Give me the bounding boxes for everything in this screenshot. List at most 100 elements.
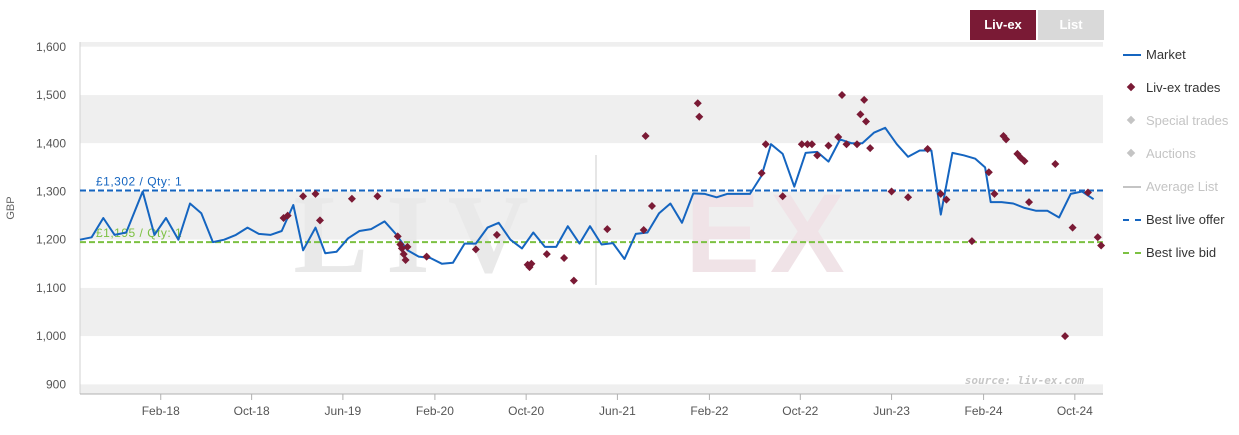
dashed-line-icon [1122, 213, 1142, 227]
y-tick-label: 1,500 [36, 88, 66, 102]
trade-point [1020, 157, 1029, 166]
legend-item-livex-trades[interactable]: Liv-ex trades [1122, 71, 1237, 104]
trade-point [797, 140, 806, 149]
legend-item-special-trades[interactable]: Special trades [1122, 104, 1237, 137]
trade-point [824, 141, 833, 150]
trade-point [887, 187, 896, 196]
legend-label: Market [1146, 47, 1186, 62]
livex-watermark: LIV EX [293, 155, 854, 297]
y-tick-label: 1,100 [36, 281, 66, 295]
trade-point [647, 201, 656, 210]
trade-point [347, 194, 356, 203]
line-icon [1122, 180, 1142, 194]
reference-lines: £1,302 / Qty: 1 £1,195 / Qty: 1 [80, 175, 1103, 244]
trade-point [967, 237, 976, 246]
trade-point [1051, 159, 1060, 168]
plot-background-bands [80, 42, 1103, 394]
trade-point [942, 195, 951, 204]
trade-point [393, 232, 402, 241]
grid-band [80, 191, 1103, 240]
trade-point [695, 112, 704, 121]
grid-band [80, 287, 1103, 337]
x-tick-label: Feb-22 [690, 404, 728, 418]
x-tick-label: Oct-22 [782, 404, 818, 418]
watermark-text-left: LIV [293, 173, 546, 297]
trade-point [1061, 332, 1070, 341]
y-tick-label: 1,400 [36, 136, 66, 150]
trade-point [422, 252, 431, 261]
x-tick-label: Jun-19 [325, 404, 362, 418]
x-tick-label: Feb-18 [142, 404, 180, 418]
diamond-icon [1122, 147, 1142, 161]
trade-point [603, 225, 612, 234]
tab-list[interactable]: List [1038, 10, 1104, 40]
legend-label: Auctions [1146, 146, 1196, 161]
legend-item-market[interactable]: Market [1122, 38, 1237, 71]
grid-band [80, 42, 1103, 47]
trade-point [315, 216, 324, 225]
x-tick-label: Oct-20 [508, 404, 544, 418]
trade-point [807, 140, 816, 149]
tab-livex[interactable]: Liv-ex [970, 10, 1036, 40]
trade-point [399, 250, 408, 259]
legend-item-auctions[interactable]: Auctions [1122, 137, 1237, 170]
reference-line-label: £1,195 / Qty: 1 [96, 226, 182, 240]
trade-point [923, 145, 932, 154]
trade-point [813, 151, 822, 160]
livex-trades-series [279, 91, 1106, 341]
x-tick-label: Oct-24 [1057, 404, 1093, 418]
trade-point [1002, 135, 1011, 144]
trade-point [834, 132, 843, 141]
grid-band [80, 46, 1103, 96]
y-axis: 900 1,000 1,100 1,200 1,300 1,400 1,500 1,600 [36, 40, 81, 394]
reference-line-label: £1,302 / Qty: 1 [96, 175, 182, 189]
diamond-icon [1122, 114, 1142, 128]
trade-point [492, 230, 501, 239]
grid-band [80, 239, 1103, 288]
trade-point [990, 189, 999, 198]
legend-label: Average List [1146, 179, 1219, 194]
market-series [79, 126, 1095, 265]
trade-point [641, 132, 650, 141]
legend-item-best-live-bid[interactable]: Best live bid [1122, 236, 1237, 269]
legend-item-best-live-offer[interactable]: Best live offer [1122, 203, 1237, 236]
trade-point [1025, 198, 1034, 207]
trade-point [471, 245, 480, 254]
line-icon [1122, 48, 1142, 62]
x-tick-label: Jun-21 [599, 404, 636, 418]
trade-point [527, 259, 536, 268]
trade-point [1068, 223, 1077, 232]
y-tick-label: 1,600 [36, 40, 66, 54]
trade-point [283, 211, 292, 220]
trade-point [639, 226, 648, 235]
trade-point [569, 276, 578, 285]
y-axis-title: GBP [5, 196, 17, 219]
legend-item-average-list[interactable]: Average List [1122, 170, 1237, 203]
legend-label: Best live bid [1146, 245, 1217, 260]
trade-point [299, 192, 308, 201]
x-tick-label: Feb-20 [416, 404, 454, 418]
trade-point [401, 255, 410, 264]
x-tick-label: Jun-23 [873, 404, 910, 418]
trade-point [856, 110, 865, 119]
trade-point [693, 99, 702, 108]
trade-point [1083, 188, 1092, 197]
trade-point [373, 192, 382, 201]
trade-point [761, 140, 770, 149]
trade-point [837, 91, 846, 100]
watermark-text-right: EX [685, 171, 854, 296]
y-tick-label: 1,300 [36, 184, 66, 198]
trade-point [842, 140, 851, 149]
trade-point [904, 193, 913, 202]
trade-point [860, 95, 869, 104]
legend-label: Best live offer [1146, 212, 1225, 227]
trade-point [757, 169, 766, 178]
dashed-line-icon [1122, 246, 1142, 260]
market-line [79, 126, 1095, 265]
trade-point [778, 192, 787, 201]
trade-point [560, 254, 569, 263]
y-tick-label: 1,200 [36, 233, 66, 247]
trade-point [984, 168, 993, 177]
trade-point [542, 250, 551, 259]
